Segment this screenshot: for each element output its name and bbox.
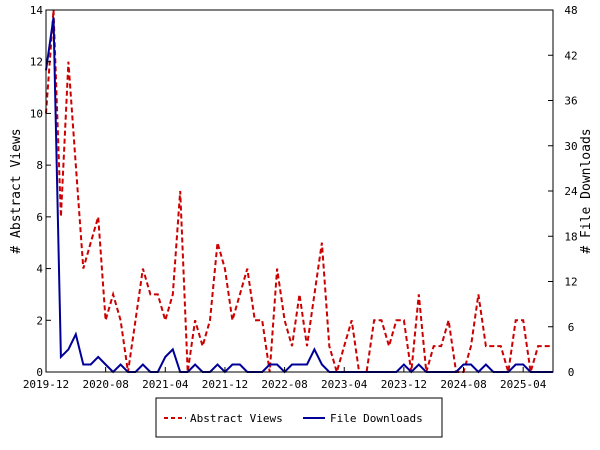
right-tick-label: 18 (564, 230, 577, 243)
x-tick-label: 2022-08 (261, 378, 307, 391)
left-axis-title: # Abstract Views (9, 128, 24, 253)
left-tick-label: 12 (30, 56, 43, 69)
legend: Abstract Views File Downloads (155, 397, 443, 438)
right-tick-label: 48 (564, 4, 577, 17)
right-tick-label: 24 (564, 185, 578, 198)
right-tick-label: 42 (564, 49, 577, 62)
left-tick-label: 14 (30, 4, 44, 17)
x-tick-label: 2021-04 (142, 378, 189, 391)
legend-label-abstract-views: Abstract Views (190, 412, 283, 425)
x-tick-label: 2021-12 (202, 378, 248, 391)
left-tick-label: 2 (36, 314, 43, 327)
plot-area (46, 10, 553, 372)
right-axis-title: # File Downloads (579, 128, 594, 253)
x-axis: 2019-12 2020-08 2021-04 2021-12 2022-08 2023-… (23, 367, 547, 391)
left-tick-label: 8 (36, 159, 43, 172)
left-tick-label: 6 (36, 211, 43, 224)
right-tick-label: 36 (564, 95, 577, 108)
legend-box (155, 397, 443, 438)
x-tick-label: 2020-08 (82, 378, 128, 391)
legend-label-file-downloads: File Downloads (330, 412, 423, 425)
x-tick-label: 2023-12 (381, 378, 427, 391)
left-tick-label: 4 (36, 263, 43, 276)
x-tick-label: 2024-08 (440, 378, 486, 391)
x-tick-label: 2023-04 (321, 378, 368, 391)
series-line-abstract-views (45, 9, 553, 376)
left-tick-label: 10 (30, 107, 43, 120)
x-tick-label: 2019-12 (23, 378, 69, 391)
right-tick-label: 12 (564, 276, 577, 289)
right-tick-label: 0 (568, 366, 575, 379)
right-tick-label: 30 (564, 140, 577, 153)
left-tick-label: 0 (36, 366, 43, 379)
x-tick-label: 2025-04 (500, 378, 547, 391)
left-axis: 0 2 4 6 8 10 12 14 (30, 4, 51, 379)
right-axis: 0 6 12 18 24 30 36 42 48 (548, 4, 578, 379)
right-tick-label: 6 (568, 321, 575, 334)
